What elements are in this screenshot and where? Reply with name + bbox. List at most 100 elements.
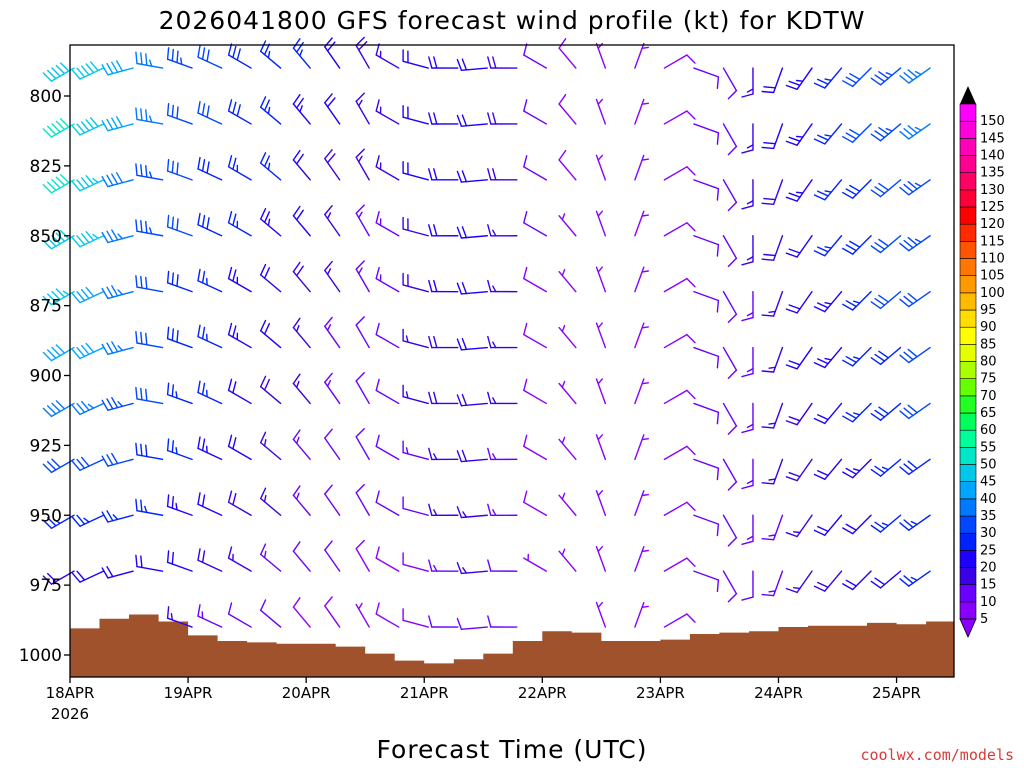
barb-half-feather — [641, 549, 649, 553]
barb-half-feather — [405, 391, 409, 399]
wind-barb — [722, 570, 738, 603]
surface-terrain — [70, 614, 954, 677]
wind-barb — [722, 290, 738, 323]
barb-feather — [813, 417, 826, 425]
wind-barb — [355, 204, 370, 237]
colorbar-label: 30 — [980, 526, 997, 541]
barb-feather — [197, 324, 201, 338]
barb-feather — [166, 214, 170, 228]
barb-half-feather — [641, 438, 649, 441]
barb-staff — [460, 626, 488, 630]
wind-barb — [899, 458, 931, 475]
wind-barb — [785, 123, 813, 146]
barb-feather — [903, 72, 914, 81]
wind-barb — [166, 270, 193, 293]
barb-feather — [741, 540, 754, 545]
wind-barb — [71, 117, 105, 136]
barb-feather — [727, 481, 738, 491]
wind-barb — [785, 67, 813, 91]
wind-barb — [741, 514, 754, 545]
colorbar-label: 145 — [980, 131, 1005, 146]
barb-staff — [260, 386, 282, 405]
barb-feather — [870, 357, 882, 365]
barb-feather — [433, 56, 438, 69]
wind-barb — [324, 204, 341, 237]
barb-staff — [402, 172, 429, 181]
barb-feather — [51, 123, 61, 133]
barb-feather — [716, 355, 720, 369]
wind-barb — [634, 98, 649, 125]
barb-feather — [761, 370, 775, 373]
wind-barb — [595, 434, 607, 461]
barb-feather — [870, 77, 882, 86]
barb-feather — [111, 341, 119, 353]
barb-feather — [42, 407, 53, 418]
wind-barb — [523, 43, 548, 69]
wind-barb — [260, 487, 282, 516]
wind-barb — [487, 224, 518, 237]
barb-feather — [201, 382, 206, 396]
barb-feather — [878, 182, 889, 191]
barb-half-feather — [180, 57, 183, 66]
wind-barb — [663, 557, 696, 572]
barb-feather — [171, 551, 175, 565]
colorbar-label: 35 — [980, 509, 997, 524]
barb-feather — [355, 539, 365, 550]
wind-barb — [785, 235, 813, 258]
barb-staff — [292, 159, 311, 181]
barb-feather — [849, 128, 861, 137]
barb-feather — [428, 559, 433, 572]
barb-half-feather — [561, 436, 566, 444]
barb-feather — [227, 155, 233, 168]
barb-feather — [741, 596, 754, 601]
wind-barb — [71, 570, 105, 583]
barb-feather — [487, 391, 492, 405]
barb-staff — [879, 402, 902, 421]
barb-feather — [292, 93, 301, 105]
wind-barb — [71, 175, 105, 192]
barb-feather — [292, 429, 301, 441]
barb-staff — [523, 277, 548, 293]
wind-barb — [842, 402, 872, 423]
y-tick-label: 1000 — [19, 646, 62, 666]
barb-feather — [47, 181, 57, 192]
barb-feather — [817, 581, 829, 588]
barb-feather — [201, 214, 206, 228]
barb-feather — [903, 575, 914, 584]
barb-feather — [227, 490, 233, 503]
wind-barb — [813, 458, 843, 480]
barb-half-feather — [793, 587, 801, 590]
barb-feather — [263, 323, 270, 335]
barb-feather — [106, 174, 114, 187]
barb-feather — [140, 443, 143, 457]
barb-feather — [60, 229, 70, 240]
barb-feather — [166, 494, 170, 508]
y-tick-label: 825 — [30, 157, 62, 177]
colorbar-cell — [959, 189, 977, 208]
barb-staff — [663, 166, 688, 181]
wind-barb — [842, 235, 872, 255]
barb-feather — [849, 72, 861, 81]
x-axis: 18APR 2026 19APR 20APR 21APR 22APR 23APR 24APR 2… — [46, 677, 921, 723]
wind-barb — [634, 546, 649, 572]
wind-barb — [813, 570, 843, 592]
barb-feather — [140, 555, 143, 569]
wind-barb — [693, 123, 720, 145]
barb-feather — [785, 140, 798, 146]
barb-feather — [60, 118, 70, 128]
wind-barb — [292, 485, 311, 516]
barb-half-feather — [92, 233, 99, 240]
wind-barb — [227, 490, 252, 516]
wind-barb — [456, 562, 488, 575]
barb-feather — [842, 415, 854, 423]
barb-half-feather — [561, 492, 566, 500]
barb-feather — [51, 458, 61, 469]
barb-half-feather — [326, 324, 332, 331]
wind-barb — [166, 158, 193, 181]
wind-barb — [693, 235, 720, 257]
wind-barb — [292, 149, 311, 181]
barb-feather — [558, 38, 567, 49]
barb-half-feather — [148, 59, 153, 67]
x-tick-label: 22APR — [518, 684, 567, 702]
wind-barb — [71, 286, 105, 304]
